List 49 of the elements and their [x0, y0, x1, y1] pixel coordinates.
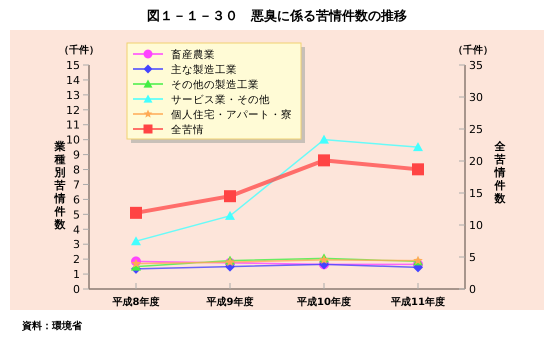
y-tick-label: 1 — [73, 268, 80, 282]
legend-label: 主な製造工業 — [171, 63, 237, 76]
legend-label: 畜産農業 — [171, 48, 215, 61]
text: （千件） — [59, 44, 99, 56]
point — [131, 236, 141, 246]
x-tick-label: 平成8年度 — [112, 296, 160, 308]
point — [131, 258, 141, 268]
y2-tick-label: 30 — [469, 91, 483, 104]
text: （千件） — [453, 44, 493, 56]
y-tick-label: 12 — [66, 104, 80, 117]
y-tick-label: 3 — [73, 238, 80, 252]
y-tick-label: 13 — [66, 88, 80, 102]
x-tick-label: 平成9年度 — [206, 296, 254, 308]
point — [224, 190, 236, 202]
y2-tick-label: 5 — [469, 251, 476, 264]
legend-label: サービス業・その他 — [171, 94, 270, 106]
y2-tick-label: 15 — [469, 187, 483, 200]
y2-tick-label: 25 — [469, 123, 483, 136]
y-tick-label: 4 — [73, 223, 80, 236]
point — [225, 210, 235, 220]
point — [413, 142, 423, 152]
x-tick-label: 平成11年度 — [390, 296, 445, 308]
chart-title: 図１－１－３０ 悪臭に係る苦情件数の推移 — [147, 9, 407, 24]
y2-tick-label: 10 — [469, 219, 483, 232]
y-tick-label: 9 — [73, 148, 80, 162]
y-tick-label: 10 — [66, 134, 80, 147]
y-tick-label: 6 — [73, 193, 80, 206]
legend-label: 個人住宅・アパート・寮 — [171, 108, 292, 121]
text: 資料：環境省 — [21, 320, 83, 332]
y-tick-label: 2 — [73, 253, 80, 266]
y-tick-label: 14 — [66, 74, 80, 87]
y2-tick-label: 35 — [469, 59, 483, 72]
point — [319, 134, 329, 144]
y-tick-label: 5 — [73, 208, 80, 222]
point — [318, 154, 330, 166]
legend-label: その他の製造工業 — [171, 78, 259, 91]
y-tick-label: 11 — [66, 118, 80, 132]
y-tick-label: 15 — [66, 59, 80, 72]
x-tick-label: 平成10年度 — [296, 296, 351, 308]
y2-axis-title: 全苦情件数 — [494, 140, 506, 205]
y2-tick-label: 0 — [469, 283, 476, 296]
y-tick-label: 7 — [73, 178, 80, 192]
legend-label: 全苦情 — [171, 123, 204, 136]
y-tick-label: 0 — [73, 283, 80, 296]
y-tick-label: 8 — [73, 164, 80, 177]
y2-tick-label: 20 — [469, 155, 483, 168]
point — [412, 163, 424, 176]
y-axis-title: 業種別苦情件数 — [54, 140, 66, 231]
point — [130, 206, 142, 219]
